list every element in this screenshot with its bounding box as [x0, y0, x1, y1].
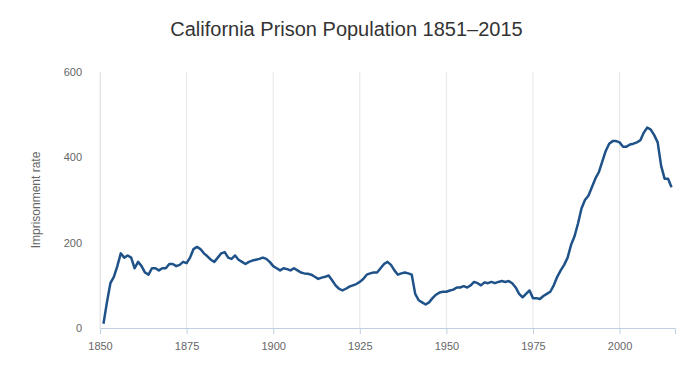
- line: [103, 127, 671, 323]
- title: California Prison Population 1851–2015: [170, 18, 522, 40]
- y-tick-label: 600: [64, 66, 82, 78]
- x-tick-mark: [533, 328, 534, 334]
- grid: [100, 72, 620, 328]
- x-tick-label: 2000: [608, 340, 632, 352]
- x-tick: 1925: [348, 328, 372, 352]
- x-tick: 1850: [88, 328, 112, 352]
- grid-line: [446, 72, 447, 328]
- x-tick-mark: [620, 328, 621, 334]
- x-tick-mark: [360, 328, 361, 334]
- plot-area: 1850 1875 1900 1925 1950 1975 2000 0 200 400 600: [64, 66, 676, 352]
- series-group: [103, 127, 671, 323]
- chart: 1850 1875 1900 1925 1950 1975 2000 0 200 400 600 Ca…: [0, 0, 693, 382]
- x-tick: 1900: [261, 328, 285, 352]
- y-tick: 0: [76, 322, 100, 334]
- y-tick-label: 400: [64, 151, 82, 163]
- y-tick: 600: [64, 66, 100, 78]
- grid-line: [273, 72, 274, 328]
- x-tick-label: 1925: [348, 340, 372, 352]
- x-tick-mark: [273, 328, 274, 334]
- y-tick-label: 200: [64, 237, 82, 249]
- x-axis: 1850 1875 1900 1925 1950 1975 2000: [88, 328, 675, 352]
- grid-line: [100, 72, 101, 328]
- y-axis-line: [100, 73, 101, 329]
- grid-line: [619, 72, 620, 328]
- y-axis-title: Imprisonment rate: [29, 151, 43, 248]
- x-tick: 2000: [608, 328, 632, 352]
- x-tick-mark: [187, 328, 188, 334]
- x-tick: 1950: [435, 328, 459, 352]
- x-tick-label: 1850: [88, 340, 112, 352]
- x-tick-mark: [446, 328, 447, 334]
- x-axis-line: [101, 329, 676, 335]
- x-tick: 1975: [521, 328, 545, 352]
- y-tick: 200: [64, 237, 100, 249]
- y-axis: 0 200 400 600: [64, 66, 101, 334]
- x-tick-label: 1900: [261, 340, 285, 352]
- x-tick-label: 1950: [435, 340, 459, 352]
- y-tick: 400: [64, 151, 100, 163]
- x-tick-mark: [100, 328, 101, 334]
- grid-line: [532, 72, 533, 328]
- grid-line: [359, 72, 360, 328]
- grid-line: [186, 72, 187, 328]
- x-tick: 1875: [175, 328, 199, 352]
- y-tick-label: 0: [76, 322, 82, 334]
- x-tick-label: 1875: [175, 340, 199, 352]
- x-tick-label: 1975: [521, 340, 545, 352]
